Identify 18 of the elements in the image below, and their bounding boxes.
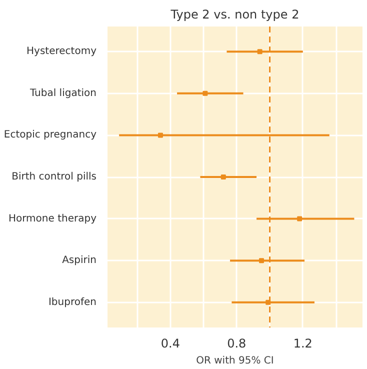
point [297,216,302,222]
y-tick-label: Hysterectomy [26,46,97,58]
y-tick-label: Aspirin [62,255,96,266]
point [257,49,262,54]
point [202,90,208,96]
y-tick-label: Ectopic pregnancy [4,130,97,141]
point [158,132,163,138]
x-tick-label: 0.4 [160,336,180,350]
x-tick-label: 1.2 [293,336,312,350]
y-tick-label: Tubal ligation [28,88,97,99]
y-tick-label: Birth control pills [12,172,96,182]
x-tick-label: 0.8 [227,336,246,350]
point [220,174,226,180]
chart-title: Type 2 vs. non type 2 [170,8,300,22]
point [258,258,264,264]
y-tick-label: Ibuprofen [48,296,97,308]
y-tick-label: Hormone therapy [8,213,97,224]
x-axis-title: OR with 95% CI [196,356,274,366]
